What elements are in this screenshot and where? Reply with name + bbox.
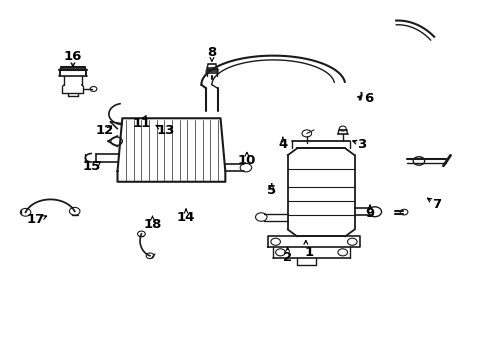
Text: 13: 13 — [156, 124, 174, 137]
Text: 15: 15 — [83, 160, 101, 173]
Text: 7: 7 — [431, 198, 440, 211]
Text: 11: 11 — [132, 117, 150, 130]
Text: 5: 5 — [267, 184, 276, 197]
Text: 4: 4 — [278, 138, 287, 151]
Text: 9: 9 — [365, 207, 374, 220]
Text: 1: 1 — [304, 246, 313, 259]
Text: 12: 12 — [95, 124, 114, 137]
Text: 16: 16 — [63, 50, 82, 63]
Text: 2: 2 — [283, 251, 292, 264]
Text: 14: 14 — [177, 211, 195, 224]
Text: 3: 3 — [357, 138, 366, 151]
Text: 18: 18 — [143, 217, 162, 231]
Text: 10: 10 — [237, 154, 256, 167]
Text: 17: 17 — [27, 213, 45, 226]
Text: 8: 8 — [207, 46, 216, 59]
Text: 6: 6 — [364, 93, 373, 105]
